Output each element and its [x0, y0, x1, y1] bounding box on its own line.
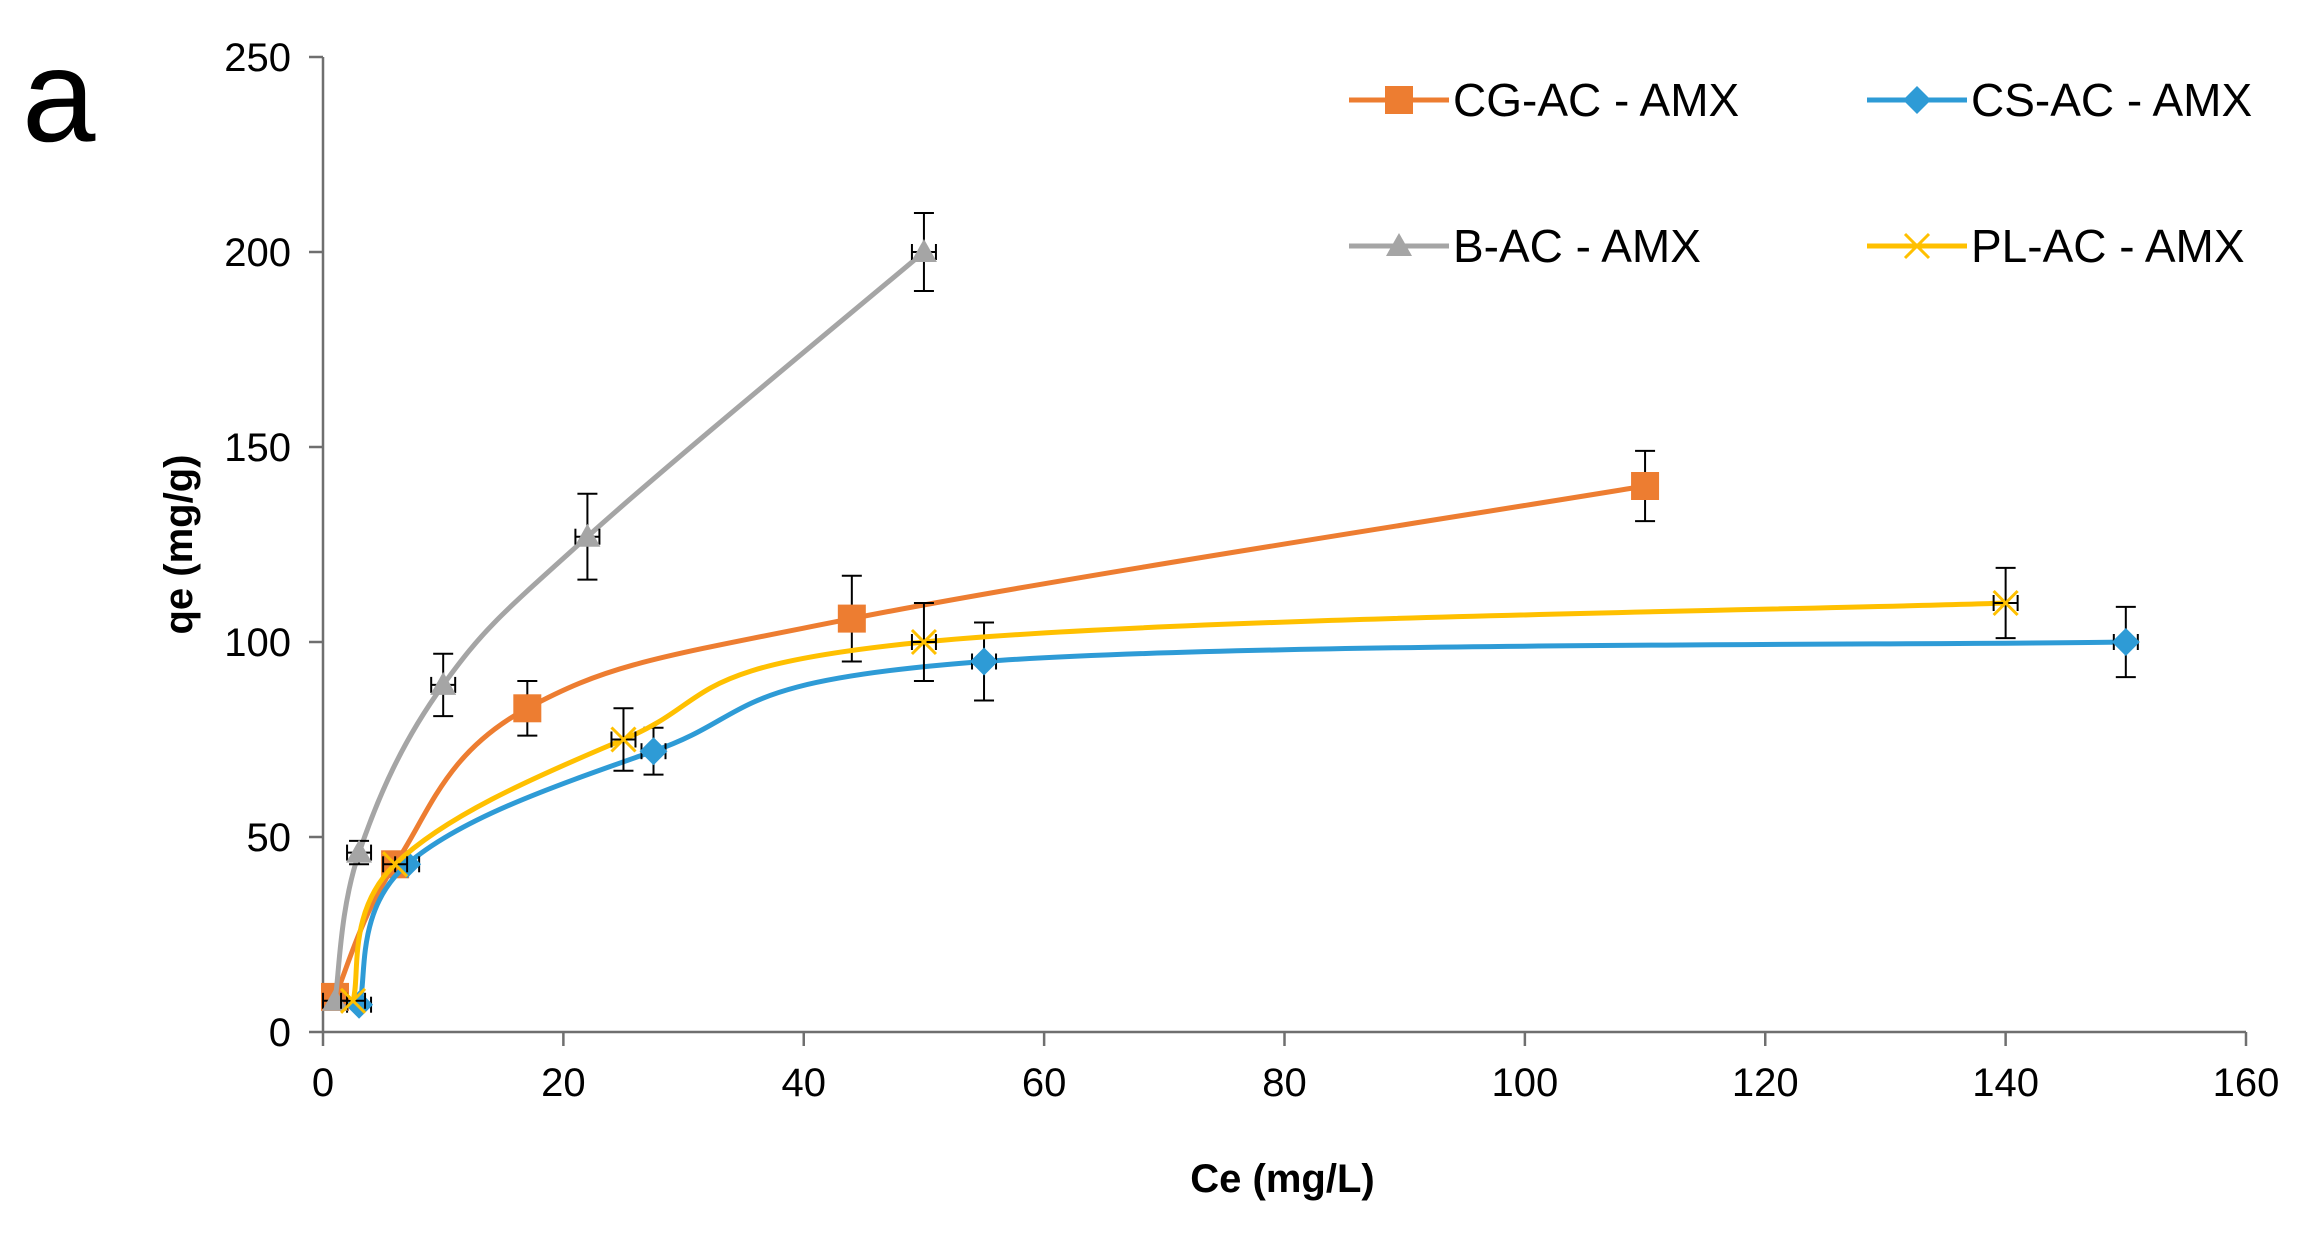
data-point: [1631, 472, 1660, 500]
legend-marker: [1385, 86, 1413, 114]
data-point: [610, 726, 637, 753]
x-tick-label: 60: [1022, 1061, 1067, 1105]
data-point: [639, 737, 668, 766]
x-tick-label: 140: [1972, 1061, 2039, 1105]
legend-entry: PL-AC - AMX: [1867, 220, 2245, 272]
legend-marker: [1386, 233, 1412, 256]
x-tick-label: 120: [1732, 1061, 1799, 1105]
legend-label: CG-AC - AMX: [1453, 74, 1739, 126]
data-point: [430, 671, 457, 695]
y-tick-label: 50: [247, 816, 292, 860]
y-tick-label: 100: [224, 621, 291, 665]
legend-entry: B-AC - AMX: [1349, 220, 1701, 272]
series-line: [356, 639, 2129, 1008]
series-line: [332, 483, 1648, 1000]
legend-label: B-AC - AMX: [1453, 220, 1701, 272]
data-point: [1992, 589, 2019, 617]
x-axis-label: Ce (mg/L): [1190, 1157, 1374, 1201]
x-tick-label: 160: [2213, 1061, 2280, 1105]
data-point: [382, 851, 409, 878]
data-point: [910, 239, 937, 262]
y-tick-label: 250: [224, 36, 291, 80]
data-point: [2111, 628, 2140, 656]
axes: 0 50 100 150 200 250 0 20 40 60 80 100 120 140 160 Ce (…: [157, 36, 2279, 1201]
data-point: [574, 523, 601, 547]
legend: CG-AC - AMX CS-AC - AMX B-AC - AMX PL-AC - …: [1349, 74, 2252, 272]
data-point: [339, 987, 367, 1014]
data-point: [513, 694, 542, 723]
y-axis-label: qe (mg/g): [157, 455, 201, 635]
series-0: [321, 449, 1660, 1011]
x-tick-label: 40: [782, 1061, 827, 1105]
series-3: [339, 566, 2019, 1014]
y-tick-label: 200: [224, 231, 291, 275]
data-point: [970, 647, 999, 676]
x-tick-label: 80: [1262, 1061, 1307, 1105]
legend-entry: CS-AC - AMX: [1867, 74, 2252, 126]
legend-label: PL-AC - AMX: [1971, 220, 2245, 272]
series-line: [332, 249, 927, 1004]
x-tick-label: 100: [1492, 1061, 1559, 1105]
series-layer: [321, 212, 2140, 1019]
x-tick-label: 0: [312, 1061, 334, 1105]
y-tick-label: 0: [269, 1011, 291, 1055]
x-tick-label: 20: [541, 1061, 586, 1105]
data-point: [910, 628, 937, 656]
series-line: [350, 600, 2009, 1004]
y-tick-label: 150: [224, 426, 291, 470]
legend-marker: [1903, 86, 1931, 114]
data-point: [837, 604, 866, 633]
panel-label: a: [22, 22, 96, 169]
legend-marker: [1903, 232, 1931, 260]
data-point: [346, 839, 373, 863]
series-2: [322, 212, 937, 1011]
legend-label: CS-AC - AMX: [1971, 74, 2252, 126]
legend-entry: CG-AC - AMX: [1349, 74, 1739, 126]
